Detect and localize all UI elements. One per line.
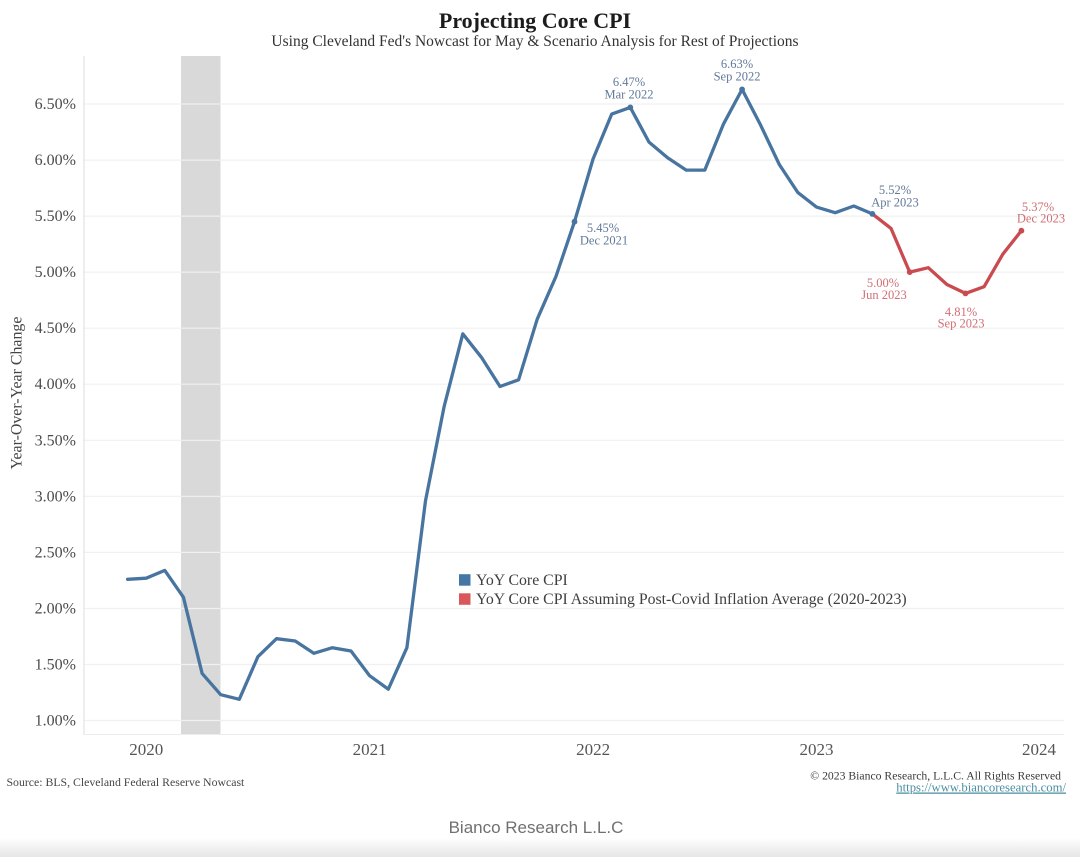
- svg-text:1.00%: 1.00%: [35, 713, 76, 730]
- svg-text:4.81%: 4.81%: [945, 305, 977, 319]
- svg-text:2020: 2020: [129, 740, 163, 759]
- svg-text:Dec 2021: Dec 2021: [580, 234, 628, 248]
- svg-text:2.50%: 2.50%: [35, 544, 76, 561]
- svg-text:4.00%: 4.00%: [35, 376, 76, 393]
- svg-text:6.47%: 6.47%: [613, 75, 645, 89]
- svg-text:Using Cleveland Fed's Nowcast: Using Cleveland Fed's Nowcast for May & …: [271, 33, 798, 50]
- svg-text:2023: 2023: [800, 740, 834, 759]
- svg-text:6.00%: 6.00%: [35, 152, 76, 169]
- svg-text:Mar 2022: Mar 2022: [605, 88, 654, 102]
- svg-text:https://www.biancoresearch.com: https://www.biancoresearch.com/: [896, 781, 1066, 795]
- svg-text:2022: 2022: [576, 740, 610, 759]
- svg-text:3.50%: 3.50%: [35, 432, 76, 449]
- svg-text:Dec 2023: Dec 2023: [1017, 212, 1065, 226]
- svg-text:6.50%: 6.50%: [35, 96, 76, 113]
- svg-text:Apr 2023: Apr 2023: [871, 196, 919, 210]
- svg-text:Source: BLS, Cleveland Federal: Source: BLS, Cleveland Federal Reserve N…: [7, 775, 246, 789]
- svg-text:Jun 2023: Jun 2023: [861, 288, 907, 302]
- svg-text:3.00%: 3.00%: [35, 488, 76, 505]
- svg-text:5.52%: 5.52%: [879, 183, 911, 197]
- svg-text:© 2023 Bianco Research, L.L.C.: © 2023 Bianco Research, L.L.C. All Right…: [810, 770, 1061, 783]
- svg-text:5.45%: 5.45%: [587, 221, 619, 235]
- svg-text:5.50%: 5.50%: [35, 208, 76, 225]
- svg-text:Sep 2022: Sep 2022: [714, 70, 761, 84]
- svg-text:2021: 2021: [353, 740, 387, 759]
- svg-text:YoY Core CPI: YoY Core CPI: [476, 572, 568, 589]
- svg-text:1.50%: 1.50%: [35, 657, 76, 674]
- svg-text:YoY Core CPI Assuming Post-Cov: YoY Core CPI Assuming Post-Covid Inflati…: [476, 591, 907, 608]
- svg-text:4.50%: 4.50%: [35, 320, 76, 337]
- svg-text:2024: 2024: [1022, 740, 1057, 759]
- svg-text:Bianco Research L.L.C: Bianco Research L.L.C: [449, 818, 624, 837]
- svg-text:5.37%: 5.37%: [1022, 200, 1054, 214]
- svg-text:5.00%: 5.00%: [35, 264, 76, 281]
- svg-text:Sep 2023: Sep 2023: [938, 317, 985, 331]
- svg-text:2.00%: 2.00%: [35, 601, 76, 618]
- svg-text:5.00%: 5.00%: [867, 276, 899, 290]
- svg-text:Year-Over-Year Change: Year-Over-Year Change: [9, 317, 26, 470]
- svg-text:6.63%: 6.63%: [721, 57, 753, 71]
- svg-text:Projecting Core CPI: Projecting Core CPI: [439, 8, 631, 33]
